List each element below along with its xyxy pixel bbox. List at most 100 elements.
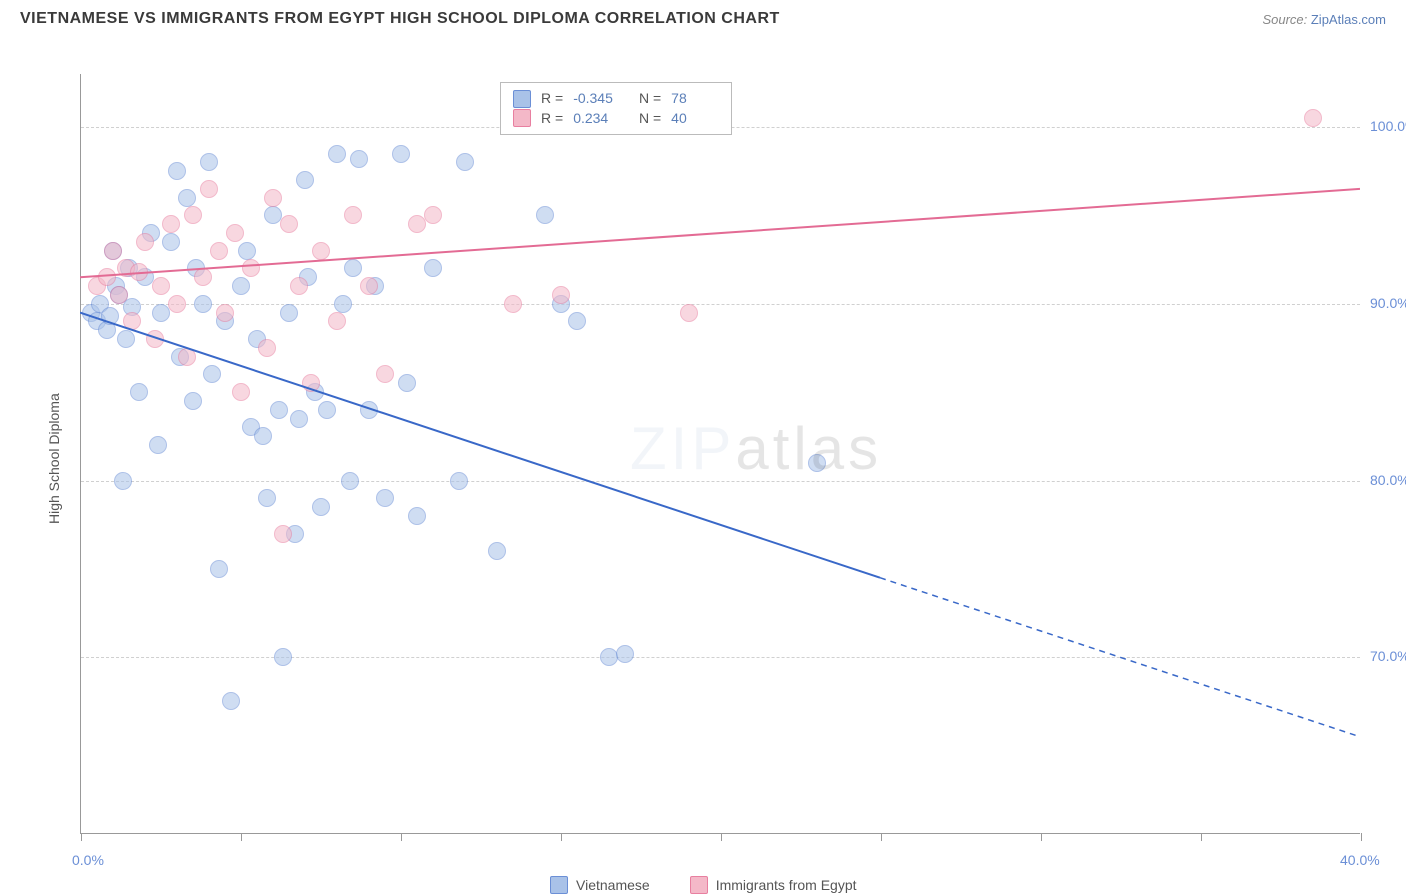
data-point <box>808 454 826 472</box>
x-tick-label: 40.0% <box>1340 852 1380 868</box>
data-point <box>200 180 218 198</box>
data-point <box>238 242 256 260</box>
x-tick <box>401 833 402 841</box>
data-point <box>274 648 292 666</box>
data-point <box>101 307 119 325</box>
series-swatch <box>513 109 531 127</box>
data-point <box>98 268 116 286</box>
data-point <box>290 277 308 295</box>
data-point <box>318 401 336 419</box>
data-point <box>168 162 186 180</box>
data-point <box>344 259 362 277</box>
data-point <box>360 277 378 295</box>
data-point <box>568 312 586 330</box>
data-point <box>296 171 314 189</box>
data-point <box>200 153 218 171</box>
x-tick <box>1361 833 1362 841</box>
series-swatch <box>513 90 531 108</box>
data-point <box>280 304 298 322</box>
data-point <box>178 348 196 366</box>
data-point <box>328 312 346 330</box>
data-point <box>123 312 141 330</box>
x-tick <box>561 833 562 841</box>
data-point <box>450 472 468 490</box>
data-point <box>552 286 570 304</box>
data-point <box>408 507 426 525</box>
data-point <box>424 259 442 277</box>
n-value: 40 <box>671 109 719 129</box>
y-axis-label: High School Diploma <box>46 393 62 524</box>
data-point <box>302 374 320 392</box>
data-point <box>149 436 167 454</box>
data-point <box>130 263 148 281</box>
data-point <box>232 383 250 401</box>
data-point <box>222 692 240 710</box>
data-point <box>280 215 298 233</box>
y-tick-label: 70.0% <box>1370 648 1406 664</box>
y-tick-label: 80.0% <box>1370 472 1406 488</box>
stats-row: R = 0.234 N = 40 <box>513 109 719 129</box>
data-point <box>146 330 164 348</box>
data-point <box>392 145 410 163</box>
data-point <box>162 233 180 251</box>
legend-item: Vietnamese <box>550 876 650 894</box>
plot-area <box>80 74 1360 834</box>
data-point <box>184 392 202 410</box>
x-tick-label: 0.0% <box>72 852 104 868</box>
r-label: R = <box>541 89 563 109</box>
data-point <box>270 401 288 419</box>
data-point <box>130 383 148 401</box>
y-tick-label: 100.0% <box>1370 118 1406 134</box>
data-point <box>488 542 506 560</box>
r-value: -0.345 <box>573 89 621 109</box>
data-point <box>232 277 250 295</box>
data-point <box>504 295 522 313</box>
data-point <box>168 295 186 313</box>
data-point <box>242 259 260 277</box>
data-point <box>456 153 474 171</box>
data-point <box>194 268 212 286</box>
n-label: N = <box>631 89 661 109</box>
correlation-chart: 70.0% 80.0% 90.0% 100.0% 0.0% 40.0% High Schoo… <box>20 34 1406 894</box>
data-point <box>312 498 330 516</box>
data-point <box>680 304 698 322</box>
stats-row: R = -0.345 N = 78 <box>513 89 719 109</box>
x-tick <box>81 833 82 841</box>
data-point <box>162 215 180 233</box>
data-point <box>360 401 378 419</box>
legend-label: Immigrants from Egypt <box>716 877 857 893</box>
data-point <box>328 145 346 163</box>
data-point <box>344 206 362 224</box>
data-point <box>184 206 202 224</box>
data-point <box>178 189 196 207</box>
data-point <box>264 189 282 207</box>
data-point <box>117 330 135 348</box>
data-point <box>274 525 292 543</box>
r-label: R = <box>541 109 563 129</box>
x-tick <box>241 833 242 841</box>
r-value: 0.234 <box>573 109 621 129</box>
data-point <box>210 242 228 260</box>
source-link[interactable]: ZipAtlas.com <box>1311 12 1386 27</box>
data-point <box>341 472 359 490</box>
source-attribution: Source: ZipAtlas.com <box>1262 12 1386 27</box>
data-point <box>104 242 122 260</box>
data-point <box>424 206 442 224</box>
data-point <box>536 206 554 224</box>
data-point <box>258 489 276 507</box>
legend: Vietnamese Immigrants from Egypt <box>550 876 857 894</box>
data-point <box>152 277 170 295</box>
y-tick-label: 90.0% <box>1370 295 1406 311</box>
data-point <box>110 286 128 304</box>
legend-swatch <box>690 876 708 894</box>
data-point <box>216 304 234 322</box>
data-point <box>203 365 221 383</box>
legend-swatch <box>550 876 568 894</box>
chart-title: VIETNAMESE VS IMMIGRANTS FROM EGYPT HIGH… <box>20 10 780 28</box>
gridline <box>81 304 1360 305</box>
n-label: N = <box>631 109 661 129</box>
legend-item: Immigrants from Egypt <box>690 876 857 894</box>
x-tick <box>881 833 882 841</box>
n-value: 78 <box>671 89 719 109</box>
legend-label: Vietnamese <box>576 877 650 893</box>
